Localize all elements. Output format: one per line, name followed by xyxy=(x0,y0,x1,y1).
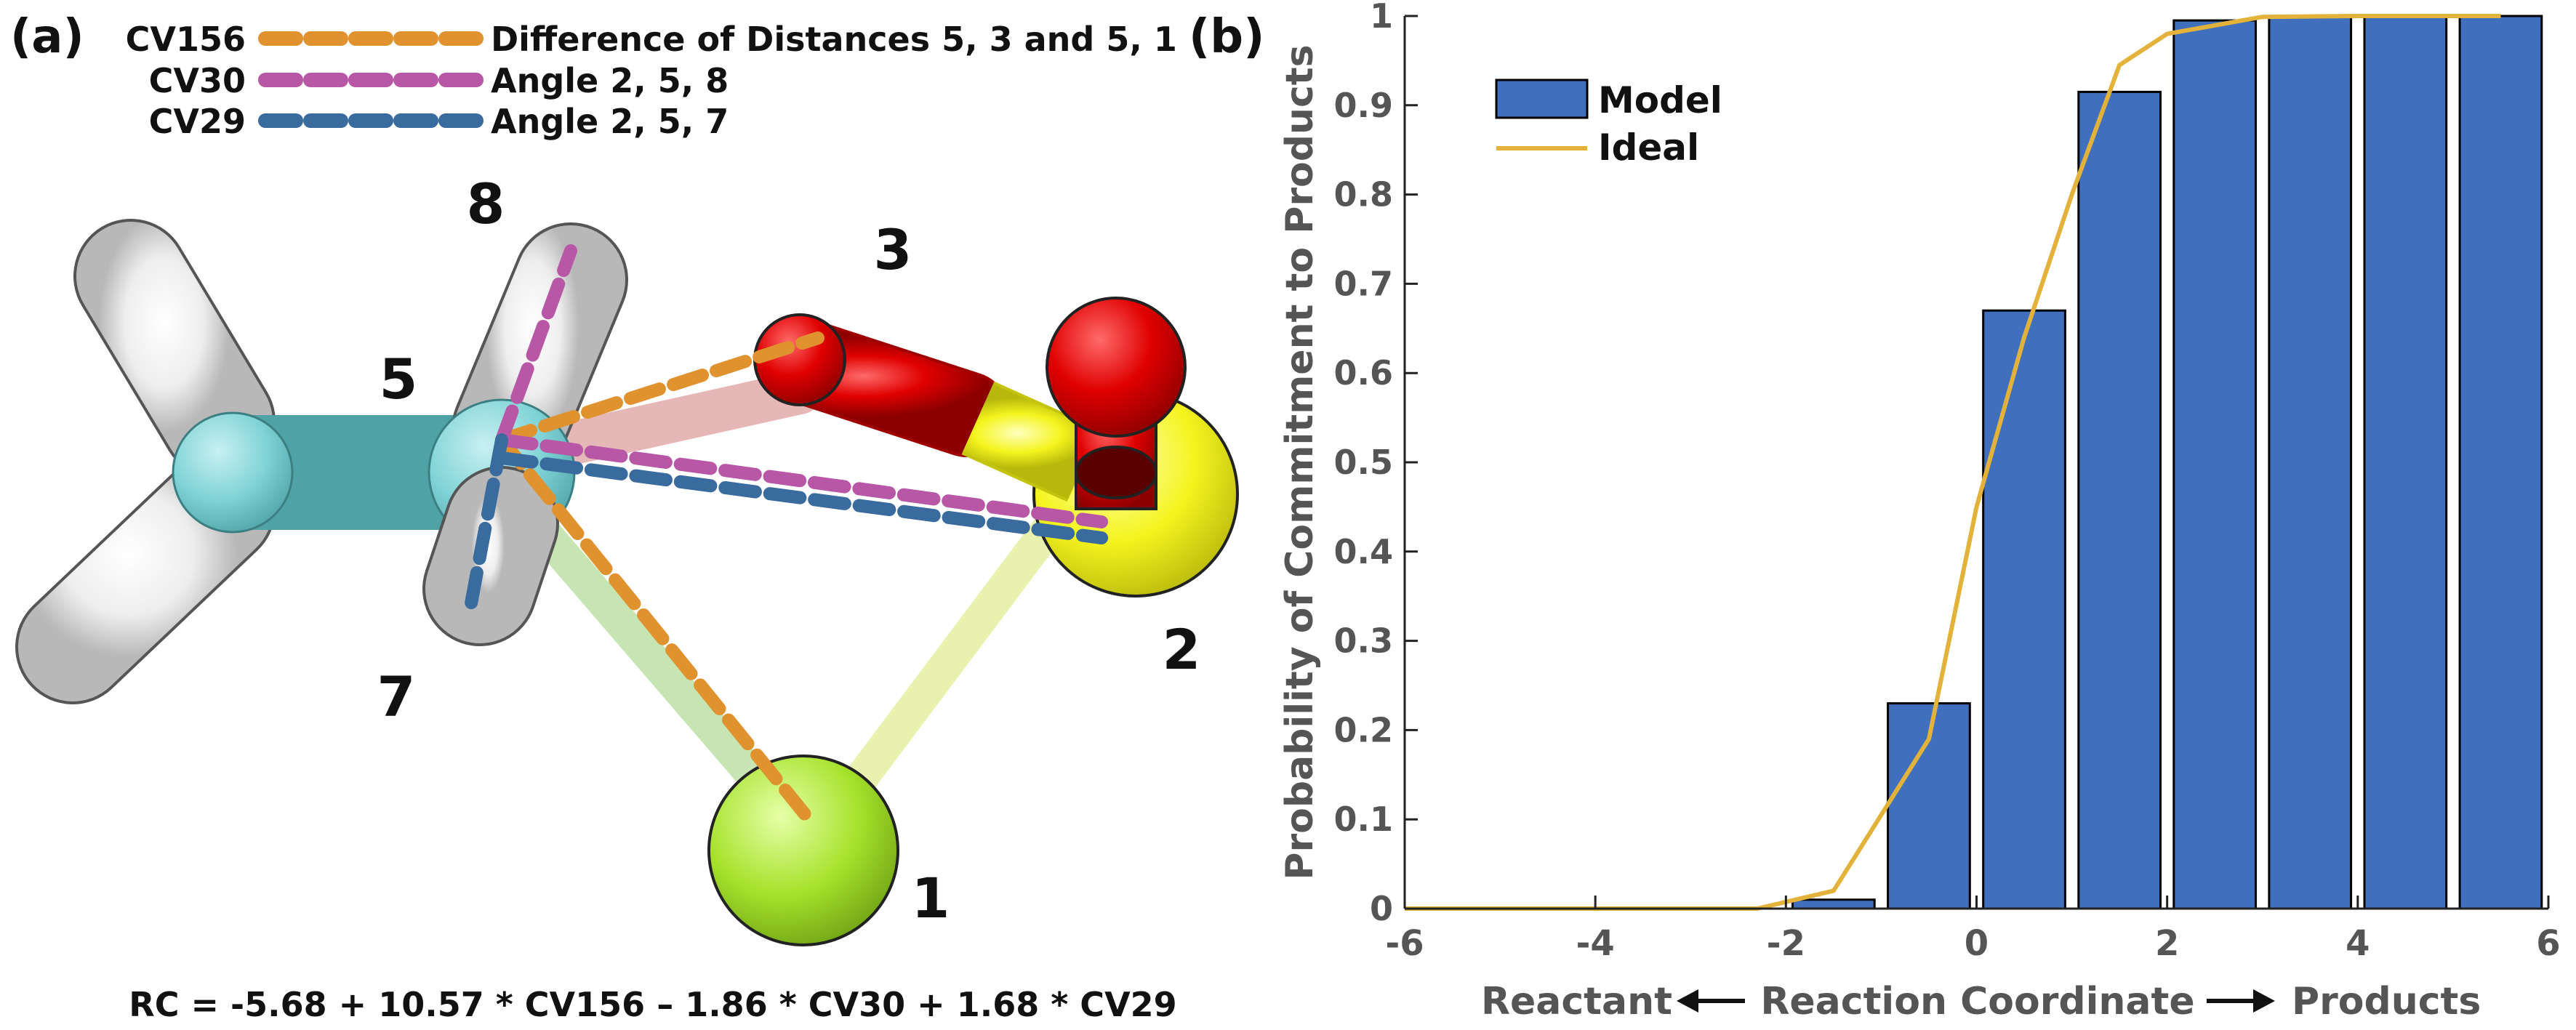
x-tick-label: -2 xyxy=(1767,923,1805,964)
right-arrowhead-icon xyxy=(2253,989,2275,1013)
atom-label-3: 3 xyxy=(874,217,912,282)
chlorine-1-atom xyxy=(707,755,899,946)
y-tick-label: 0.4 xyxy=(1334,532,1394,571)
cv29-label: CV29 xyxy=(149,102,246,141)
cv30-label: CV30 xyxy=(149,61,246,100)
cv30-description: Angle 2, 5, 8 xyxy=(491,61,729,100)
bar-model xyxy=(2363,15,2448,910)
cv29-description: Angle 2, 5, 7 xyxy=(491,102,729,141)
y-tick-label: 0.6 xyxy=(1334,353,1394,393)
x-tick-label: 2 xyxy=(2155,923,2179,964)
atom-label-7: 7 xyxy=(377,664,416,729)
cv30-line-to-h8 xyxy=(495,244,577,446)
y-tick-label: 0.8 xyxy=(1334,175,1394,214)
x-tick-label: 6 xyxy=(2536,923,2560,964)
y-tick-label: 0.2 xyxy=(1334,710,1394,749)
methyl-hydrogens xyxy=(15,219,276,704)
bar-model xyxy=(1982,309,2066,910)
cv30-line-to-s2 xyxy=(495,433,1108,528)
bar-model xyxy=(2268,15,2353,910)
y-tick-label: 0.9 xyxy=(1334,86,1394,125)
bond-s2-o-upper-cap xyxy=(1075,446,1157,499)
x-tick-label: 0 xyxy=(1965,923,1989,964)
rc-equation: RC = -5.68 + 10.57 * CV156 – 1.86 * CV30… xyxy=(129,985,1176,1024)
legend-label-ideal: Ideal xyxy=(1598,126,1699,169)
bond-c5-o3 xyxy=(516,371,822,472)
cv-dashed-lines xyxy=(465,244,1108,828)
x-tick-label: -4 xyxy=(1576,923,1615,964)
cv-legend: CV156 Difference of Distances 5, 3 and 5… xyxy=(126,20,1177,141)
left-arrowhead-icon xyxy=(1677,989,1698,1013)
bar-model xyxy=(1791,898,1876,910)
line-ideal xyxy=(1405,14,2501,911)
x-axis-label: Reaction Coordinate xyxy=(1760,980,2194,1023)
bond-c5-cl1 xyxy=(507,492,809,838)
panel-b-label: (b) xyxy=(1189,10,1264,64)
cv29-line-to-h7 xyxy=(465,433,508,610)
y-tick-label: 1 xyxy=(1370,0,1393,36)
bar-model xyxy=(2458,15,2543,910)
y-tick-label: 0 xyxy=(1370,889,1393,928)
methyl-carbon-atom xyxy=(172,411,294,534)
bond-o3-s2-yellow-fill xyxy=(963,384,1099,499)
x-label-reactant: Reactant xyxy=(1481,980,1672,1023)
atom-label-8: 8 xyxy=(467,172,505,236)
cv156-label: CV156 xyxy=(126,20,246,59)
x-tick-label: 4 xyxy=(2346,923,2370,964)
atom-label-2: 2 xyxy=(1163,617,1201,682)
bar-model xyxy=(2172,19,2258,910)
atom-label-1: 1 xyxy=(912,866,950,930)
x-label-products: Products xyxy=(2292,980,2481,1023)
y-axis-label: Probability of Commitment to Products xyxy=(1278,44,1322,880)
atom-label-5: 5 xyxy=(380,347,418,411)
legend-label-model: Model xyxy=(1598,79,1722,121)
cv156-description: Difference of Distances 5, 3 and 5, 1 xyxy=(491,20,1177,59)
panel-a-molecule: (a) CV156 Difference of Distances 5, 3 a… xyxy=(10,10,1239,1024)
cv156-line-to-o3 xyxy=(495,331,824,446)
y-tick-label: 0.1 xyxy=(1334,800,1394,839)
bond-s2-cl1 xyxy=(812,485,1086,838)
panel-a-label: (a) xyxy=(10,10,84,64)
hydrogen-7-atom xyxy=(425,469,556,643)
cv156-line-to-cl1 xyxy=(495,433,817,828)
legend-swatch-model xyxy=(1495,79,1589,119)
y-tick-label: 0.5 xyxy=(1334,443,1394,482)
panel-b-chart: (b) -6 -4 -2 0 2 4 6 0 0.1 0.2 0.3 0.4 0.5 0.6 0.7 0.8 0… xyxy=(1189,0,2561,1023)
plot-area: -6 -4 -2 0 2 4 6 0 0.1 0.2 0.3 0.4 0.5 0.6 0.7 0.8 0.9 1 P… xyxy=(1278,0,2561,1023)
y-tick-label: 0.3 xyxy=(1334,621,1394,661)
x-tick-label: -6 xyxy=(1385,923,1424,964)
bar-model xyxy=(2077,90,2162,910)
cv29-line-to-s2 xyxy=(495,451,1108,544)
y-tick-label: 0.7 xyxy=(1334,264,1394,303)
oxygen-upper-atom xyxy=(1046,297,1187,438)
